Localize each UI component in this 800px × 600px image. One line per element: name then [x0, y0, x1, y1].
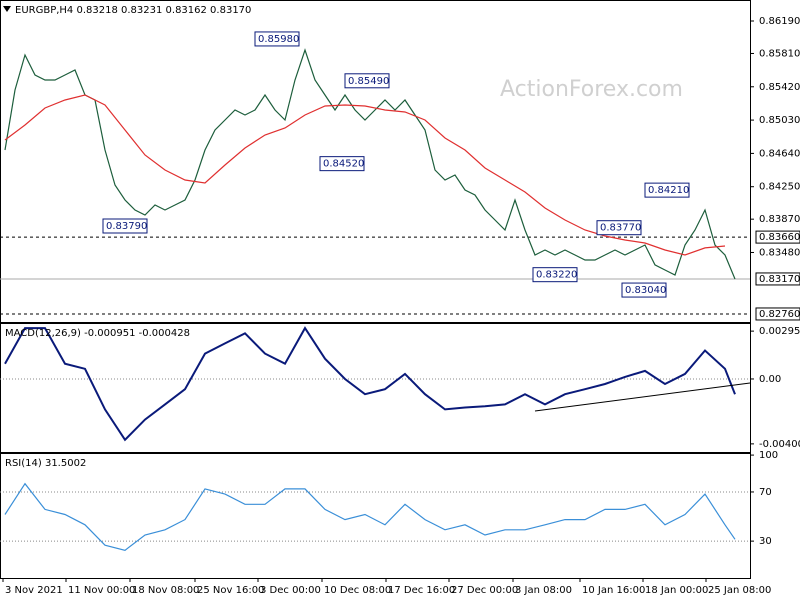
y-tick-label: 0.86190 [759, 16, 800, 27]
y-tick-label: 0.85420 [759, 82, 800, 93]
series-line [4, 326, 736, 442]
annotation-label: 0.84210 [648, 185, 689, 196]
series-line [4, 94, 726, 256]
annotation-box [644, 182, 690, 198]
y-tick-label: 0.83870 [759, 214, 800, 225]
level-label: 0.82760 [759, 309, 800, 320]
y-tick-label: 0.85030 [759, 115, 800, 126]
panel-title: RSI(14) 31.5002 [5, 458, 86, 469]
y-tick-label: 0.002955 [759, 326, 800, 337]
x-tick-label: 3 Nov 2021 [5, 585, 63, 596]
panel-title: MACD(12,26,9) -0.000951 -0.000428 [5, 328, 190, 339]
annotation-box [532, 267, 578, 283]
annotation-box [621, 282, 667, 298]
x-tick-label: 18 Nov 08:00 [132, 585, 199, 596]
level-label-box [755, 230, 800, 244]
x-tick-label: 11 Nov 00:00 [68, 585, 135, 596]
y-tick-label: 0.85810 [759, 48, 800, 59]
annotation-box [344, 73, 390, 89]
x-tick-label: 25 Nov 16:00 [197, 585, 264, 596]
level-label-box [755, 272, 800, 286]
series-line [4, 482, 736, 551]
x-tick-label: 3 Dec 00:00 [260, 585, 321, 596]
y-tick-label: 0.84640 [759, 148, 800, 159]
x-tick-label: 17 Dec 16:00 [388, 585, 455, 596]
x-tick-label: 18 Jan 00:00 [645, 585, 708, 596]
panel-frame [0, 0, 751, 323]
watermark: ActionForex.com [500, 77, 683, 102]
x-tick-label: 10 Dec 08:00 [324, 585, 391, 596]
annotation-label: 0.84520 [323, 159, 364, 170]
annotation-label: 0.83770 [600, 223, 641, 234]
y-tick-label: 0.83480 [759, 247, 800, 258]
level-label: 0.83170 [759, 274, 800, 285]
annotation-label: 0.83040 [625, 285, 666, 296]
trend-line [534, 382, 751, 412]
annotation-label: 0.85490 [348, 76, 389, 87]
annotation-label: 0.83790 [106, 221, 147, 232]
y-tick-label: 70 [759, 487, 772, 498]
x-tick-label: 3 Jan 08:00 [515, 585, 572, 596]
annotation-box [102, 218, 148, 234]
y-tick-label: 30 [759, 536, 772, 547]
panel-title: EURGBP,H4 0.83218 0.83231 0.83162 0.8317… [15, 5, 251, 16]
level-label-box [755, 307, 800, 321]
annotation-label: 0.83220 [536, 270, 577, 281]
y-tick-label: -0.004009 [759, 439, 800, 450]
annotation-box [254, 31, 300, 47]
annotation-label: 0.85980 [258, 34, 299, 45]
annotation-box [319, 156, 365, 172]
y-tick-label: 0.84250 [759, 182, 800, 193]
x-tick-label: 10 Jan 16:00 [582, 585, 645, 596]
x-tick-label: 25 Jan 08:00 [708, 585, 771, 596]
y-tick-label: 100 [759, 450, 778, 461]
menu-arrow[interactable] [3, 6, 11, 12]
panel-frame [0, 323, 751, 453]
x-tick-label: 27 Dec 00:00 [451, 585, 518, 596]
panel-frame [0, 453, 751, 579]
annotation-box [596, 220, 642, 236]
series-line [4, 48, 736, 280]
y-tick-label: 0.00 [759, 374, 781, 385]
level-label: 0.83660 [759, 232, 800, 243]
